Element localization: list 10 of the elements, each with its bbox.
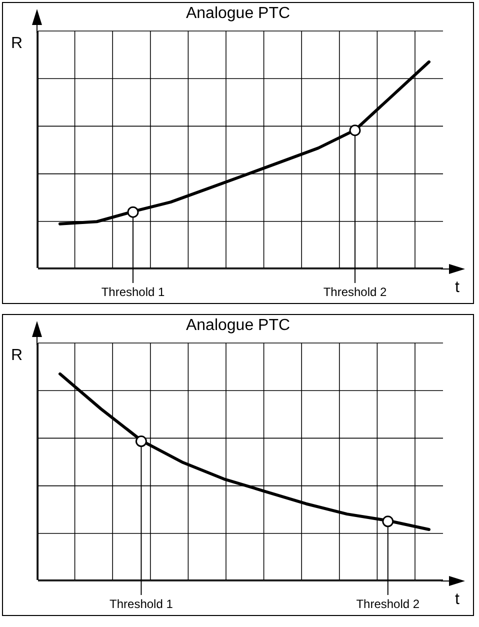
chart-title: Analogue PTC: [184, 317, 292, 335]
annotation: Threshold 1: [110, 597, 174, 611]
annotation: Threshold 2: [323, 285, 388, 299]
y-axis-title: R: [11, 347, 23, 365]
annotation: Threshold 2: [356, 597, 420, 611]
y-axis-title: R: [11, 35, 23, 53]
chart-title: Analogue PTC: [184, 5, 292, 23]
x-axis-title: t: [455, 279, 460, 297]
x-axis-title: t: [455, 591, 460, 609]
annotation: Threshold 1: [101, 285, 166, 299]
